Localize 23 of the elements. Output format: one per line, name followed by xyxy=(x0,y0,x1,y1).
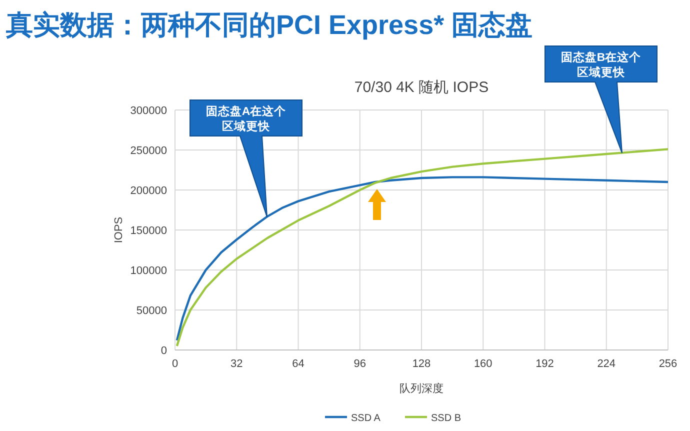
chart-title: 70/30 4K 随机 IOPS xyxy=(354,79,489,96)
y-tick-label: 100000 xyxy=(130,265,167,277)
y-tick-label: 50000 xyxy=(136,305,167,317)
x-tick-label: 0 xyxy=(172,358,178,370)
x-tick-label: 96 xyxy=(354,358,366,370)
x-tick-label: 256 xyxy=(658,358,678,370)
annotation: 固态盘A在这个区域更快 xyxy=(206,104,288,133)
y-tick-label: 250000 xyxy=(130,145,167,157)
x-axis-title: 队列深度 xyxy=(400,382,444,395)
y-tick-label: 200000 xyxy=(130,185,167,197)
x-tick-label: 32 xyxy=(230,358,243,370)
legend-label: SSD A xyxy=(351,413,381,424)
x-tick-label: 192 xyxy=(536,358,554,370)
x-tick-label: 128 xyxy=(412,358,431,370)
legend-label: SSD B xyxy=(431,413,462,424)
chart-subtitle: 真实数据：两种不同的PCI Express* 固态盘 xyxy=(5,10,533,40)
x-tick-label: 224 xyxy=(597,358,616,370)
y-tick-label: 300000 xyxy=(130,105,167,117)
y-tick-label: 150000 xyxy=(130,225,167,237)
x-tick-label: 64 xyxy=(292,358,304,370)
y-tick-label: 0 xyxy=(160,345,167,357)
y-axis-title: IOPS xyxy=(113,216,125,244)
x-tick-label: 160 xyxy=(474,358,492,370)
